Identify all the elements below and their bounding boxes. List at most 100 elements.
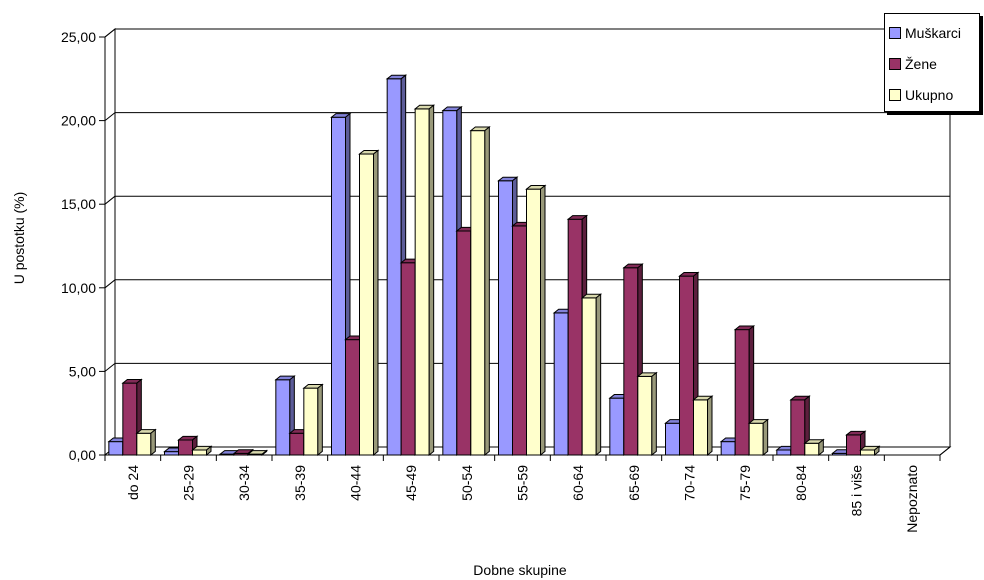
x-tick-label: 45-49: [403, 465, 419, 501]
x-tick-label: 75-79: [737, 465, 753, 501]
bar-side: [595, 293, 602, 457]
legend-label-zene: Žene: [905, 55, 937, 72]
bar-side: [874, 445, 880, 457]
floor-edge: [939, 446, 951, 456]
bar-front: [526, 188, 541, 456]
gridline-side: [104, 195, 116, 205]
y-tick-label: 20,00: [61, 113, 96, 129]
legend-label-ukupno: Ukupno: [905, 86, 954, 103]
bar-front: [567, 218, 583, 456]
bar-front: [136, 432, 152, 456]
y-tick-label: 5,00: [69, 363, 96, 379]
bar-ukupno: [747, 418, 770, 457]
bar-front: [498, 180, 513, 456]
gridline-side: [104, 363, 116, 372]
bar-front: [693, 399, 708, 456]
bar-ukupno: [302, 383, 324, 457]
x-tick-label: do 24: [125, 465, 141, 500]
bar-front: [331, 116, 346, 456]
axes: [99, 36, 951, 461]
gridline-side: [104, 28, 116, 38]
bar-side: [762, 418, 769, 457]
bar-front: [275, 379, 291, 456]
bar-front: [414, 108, 430, 456]
bar-front: [846, 434, 861, 456]
bar-side: [484, 125, 490, 457]
legend: Muškarci Žene Ukupno: [884, 13, 980, 112]
x-tick-label: 30-34: [236, 465, 252, 501]
x-tick-label: 65-69: [626, 465, 642, 501]
side-wall: [104, 27, 116, 457]
bar-ukupno: [859, 445, 881, 457]
x-tick-label: 25-29: [181, 465, 197, 501]
bar-front: [470, 130, 486, 456]
bar-front: [359, 153, 374, 456]
y-tick-label: 15,00: [61, 196, 96, 212]
gridline-side: [104, 112, 116, 121]
bar-side: [373, 149, 379, 457]
x-tick-label: 35-39: [292, 465, 308, 501]
bar-front: [122, 382, 138, 456]
bar-ukupno: [413, 104, 436, 457]
x-tick-label: 55-59: [515, 465, 531, 501]
bar-front: [386, 78, 402, 456]
x-tick-label: 60-64: [570, 465, 586, 501]
gridline-side: [104, 279, 116, 289]
bar-front: [178, 439, 193, 456]
x-tick-label: 70-74: [682, 465, 698, 501]
bar-side: [317, 383, 323, 457]
bar-front: [400, 262, 416, 456]
bar-side: [707, 395, 713, 457]
bar-ukupno: [191, 445, 213, 457]
bar-muskarci: [330, 112, 352, 457]
bar-ukupno: [469, 125, 491, 457]
bar-front: [164, 451, 179, 456]
legend-swatch-muskarci: [889, 26, 901, 39]
bar-front: [804, 442, 820, 456]
bar-ukupno: [636, 371, 658, 457]
x-tick-label: 50-54: [459, 465, 475, 501]
legend-swatch-ukupno: [889, 88, 901, 101]
bar-front: [289, 432, 305, 456]
bar-ukupno: [580, 293, 603, 457]
bar-front: [442, 110, 458, 456]
bar-front: [665, 422, 680, 456]
y-axis-title: U postotku (%): [11, 192, 27, 285]
bar-front: [637, 375, 653, 456]
legend-item-muskarci: Muškarci: [889, 17, 979, 48]
bar-front: [609, 397, 625, 456]
bar-front: [623, 267, 639, 456]
x-tick-label: 40-44: [348, 465, 364, 501]
x-tick-label: 80-84: [793, 465, 809, 501]
bar-ukupno: [525, 184, 547, 457]
legend-swatch-zene: [889, 57, 901, 70]
bar-ukupno: [358, 149, 380, 457]
bar-side: [818, 438, 824, 457]
x-tick-label: Nepoznato: [904, 465, 920, 533]
bar-front: [553, 312, 569, 456]
bar-front: [679, 275, 694, 456]
y-tick-label: 10,00: [61, 280, 96, 296]
legend-item-zene: Žene: [889, 48, 979, 79]
y-tick-label: 0,00: [69, 447, 96, 463]
bar-front: [734, 329, 750, 456]
bar-front: [790, 399, 806, 456]
bar-front: [303, 387, 319, 456]
bar-front: [748, 422, 764, 456]
bar-side: [428, 104, 435, 457]
legend-item-ukupno: Ukupno: [889, 79, 979, 110]
bar-front: [776, 449, 792, 456]
bar-front: [860, 449, 875, 456]
bar-front: [192, 449, 207, 456]
bar-ukupno: [135, 428, 157, 457]
y-tick-label: 25,00: [61, 29, 96, 45]
x-tick-label: 85 i više: [849, 465, 865, 517]
bar-ukupno: [692, 395, 714, 457]
bar-front: [108, 441, 124, 456]
x-axis-title: Dobne skupine: [473, 562, 567, 578]
bar-side: [150, 428, 156, 457]
bar-side: [206, 445, 212, 457]
bars: [107, 74, 881, 457]
bar-side: [651, 371, 657, 457]
